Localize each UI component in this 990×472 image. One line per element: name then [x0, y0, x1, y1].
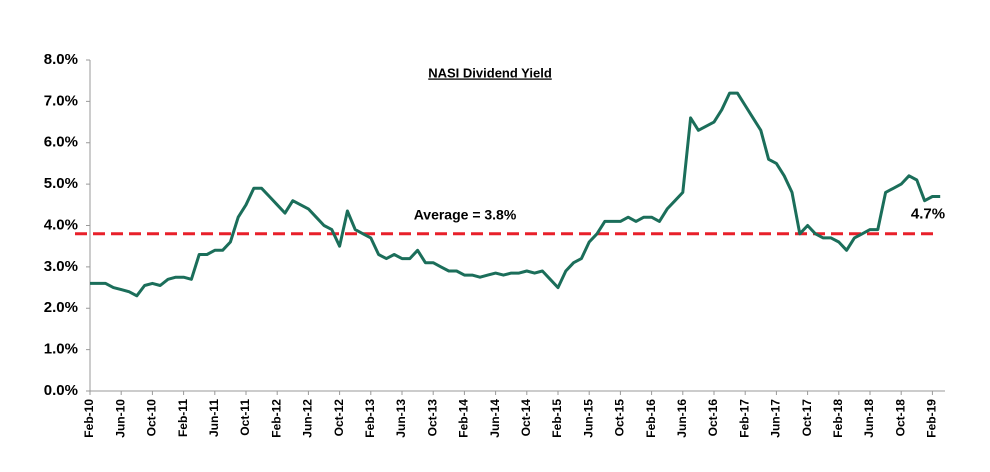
y-tick-label: 2.0% [44, 299, 78, 316]
x-tick-label: Feb-14 [457, 399, 471, 438]
y-tick-label: 6.0% [44, 134, 78, 151]
y-tick-label: 5.0% [44, 175, 78, 192]
x-tick-label: Feb-11 [176, 399, 190, 437]
x-tick-label: Oct-10 [145, 399, 159, 437]
y-tick-label: 4.0% [44, 216, 78, 233]
x-tick-label: Oct-12 [332, 399, 346, 437]
x-tick-label: Oct-18 [893, 399, 907, 437]
x-tick-label: Feb-13 [363, 399, 377, 438]
y-tick-label: 1.0% [44, 341, 78, 358]
x-tick-label: Jun-15 [581, 399, 595, 438]
x-tick-label: Jun-10 [113, 399, 127, 438]
x-tick-label: Jun-14 [488, 399, 502, 438]
y-tick-label: 8.0% [44, 51, 78, 68]
x-tick-label: Jun-11 [207, 399, 221, 437]
y-tick-label: 0.0% [44, 382, 78, 399]
x-tick-label: Oct-14 [519, 399, 533, 437]
x-tick-label: Jun-12 [301, 399, 315, 438]
x-tick-label: Feb-12 [269, 399, 283, 438]
x-tick-label: Jun-18 [862, 399, 876, 438]
x-tick-label: Oct-16 [706, 399, 720, 437]
average-label: Average = 3.8% [414, 206, 517, 222]
x-tick-label: Feb-17 [737, 399, 751, 438]
y-tick-label: 3.0% [44, 258, 78, 275]
x-tick-label: Jun-13 [394, 399, 408, 438]
x-tick-label: Feb-10 [82, 399, 96, 438]
x-tick-label: Oct-11 [238, 399, 252, 436]
x-tick-label: Feb-16 [644, 399, 658, 438]
x-tick-label: Feb-18 [831, 399, 845, 438]
x-tick-label: Feb-19 [925, 399, 939, 438]
chart-title: NASI Dividend Yield [428, 65, 552, 80]
x-tick-label: Oct-15 [613, 399, 627, 437]
data-line [90, 91, 941, 298]
x-tick-label: Oct-17 [800, 399, 814, 437]
end-label: 4.7% [911, 206, 945, 223]
x-tick-label: Oct-13 [425, 399, 439, 437]
x-tick-label: Jun-16 [675, 399, 689, 438]
y-tick-label: 7.0% [44, 92, 78, 109]
x-tick-label: Feb-15 [550, 399, 564, 438]
x-tick-label: Jun-17 [769, 399, 783, 438]
